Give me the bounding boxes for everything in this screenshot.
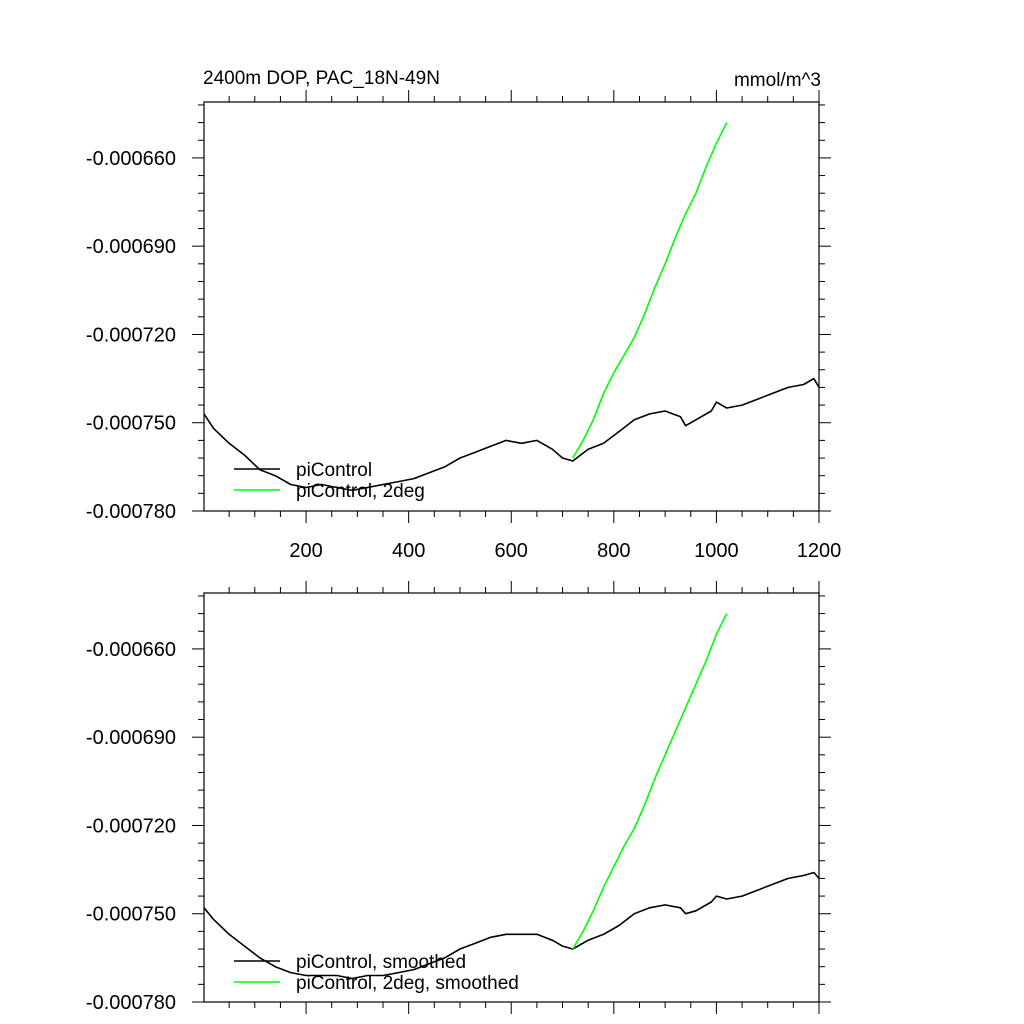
x-tick-labels: 200 400 600 800 1000 1200 bbox=[289, 540, 841, 562]
tick-marks bbox=[192, 581, 831, 1014]
series-line-picontrol-2deg bbox=[572, 122, 728, 459]
y-tick-label: -0.000660 bbox=[86, 148, 176, 170]
legend-label-picontrol: piControl bbox=[296, 460, 372, 481]
top-panel: 2400m DOP, PAC_18N-49N mmol/m^3 -0.00066… bbox=[86, 68, 841, 562]
bottom-panel: -0.000660 -0.000690 -0.000720 -0.000750 -0.0… bbox=[86, 581, 831, 1014]
series-lines bbox=[203, 122, 820, 492]
tick-marks bbox=[192, 90, 831, 523]
x-tick-label: 400 bbox=[392, 540, 425, 562]
x-tick-label: 800 bbox=[597, 540, 630, 562]
series-line-picontrol-smoothed bbox=[203, 871, 820, 980]
legend: piControl, smoothed piControl, 2deg, smo… bbox=[234, 952, 519, 994]
plot-frame bbox=[203, 592, 820, 1003]
y-tick-label: -0.000690 bbox=[86, 727, 176, 749]
legend-label-picontrol-2deg: piControl, 2deg bbox=[296, 481, 425, 502]
y-tick-label: -0.000720 bbox=[86, 324, 176, 346]
legend-label-picontrol-smoothed: piControl, smoothed bbox=[296, 952, 466, 973]
series-line-picontrol-2deg-smoothed bbox=[572, 613, 728, 950]
y-tick-label: -0.000780 bbox=[86, 501, 176, 523]
units-label: mmol/m^3 bbox=[734, 70, 821, 91]
y-tick-label: -0.000690 bbox=[86, 236, 176, 258]
chart-title: 2400m DOP, PAC_18N-49N bbox=[203, 68, 440, 89]
legend: piControl piControl, 2deg bbox=[234, 460, 425, 502]
y-tick-label: -0.000750 bbox=[86, 413, 176, 435]
series-line-picontrol bbox=[203, 377, 820, 492]
y-tick-label: -0.000780 bbox=[86, 992, 176, 1014]
x-tick-label: 1200 bbox=[797, 540, 842, 562]
y-tick-label: -0.000660 bbox=[86, 639, 176, 661]
x-tick-label: 200 bbox=[289, 540, 322, 562]
y-tick-labels: -0.000660 -0.000690 -0.000720 -0.000750 -0.0… bbox=[86, 639, 176, 1014]
plot-frame bbox=[203, 101, 820, 512]
legend-label-picontrol-2deg-smoothed: piControl, 2deg, smoothed bbox=[296, 973, 519, 994]
series-lines bbox=[203, 613, 820, 980]
y-tick-label: -0.000720 bbox=[86, 815, 176, 837]
y-tick-label: -0.000750 bbox=[86, 904, 176, 926]
x-tick-label: 1000 bbox=[694, 540, 739, 562]
y-tick-labels: -0.000660 -0.000690 -0.000720 -0.000750 -0.0… bbox=[86, 148, 176, 523]
x-tick-label: 600 bbox=[495, 540, 528, 562]
